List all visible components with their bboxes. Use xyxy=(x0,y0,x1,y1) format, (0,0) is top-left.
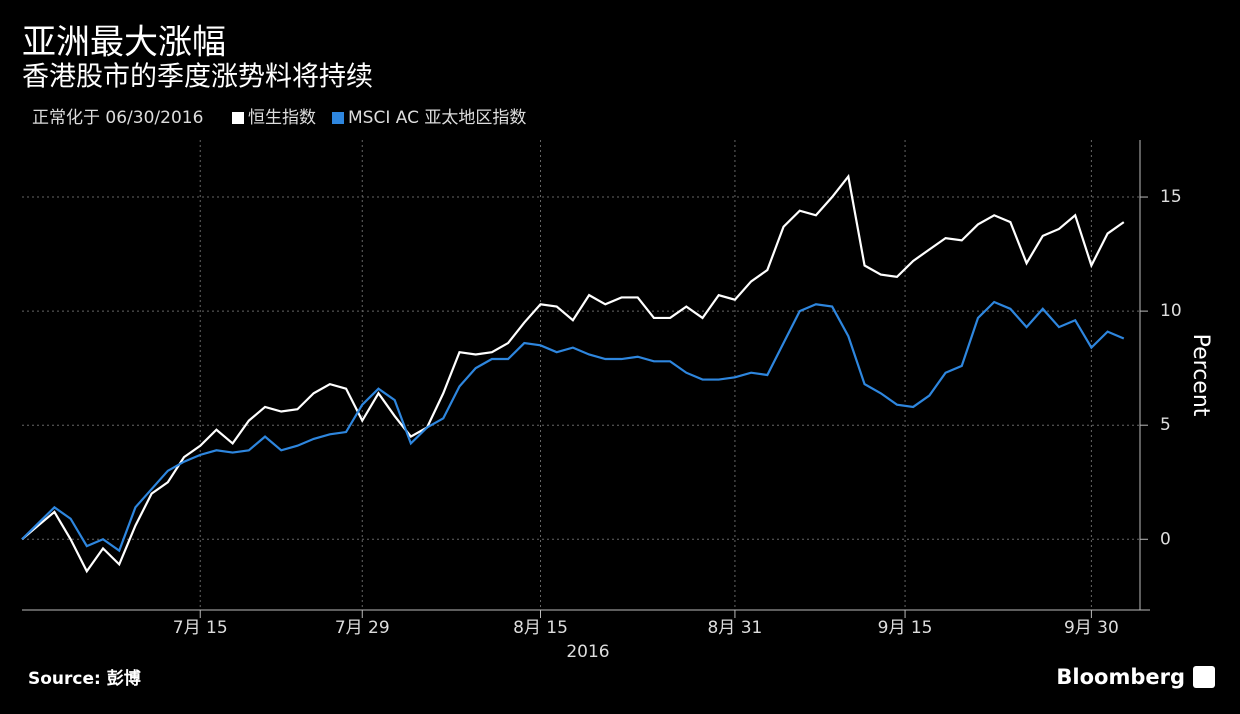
brand: Bloomberg xyxy=(1056,665,1185,689)
brand-icon xyxy=(1193,666,1215,688)
x-tick-label: 9月 30 xyxy=(1064,618,1119,638)
x-tick-label: 9月 15 xyxy=(878,618,933,638)
legend-label: 恒生指数 xyxy=(248,108,316,128)
chart-title: 亚洲最大涨幅 xyxy=(22,23,226,63)
y-tick-label: 5 xyxy=(1160,415,1171,435)
y-tick-label: 15 xyxy=(1160,187,1182,207)
legend-swatch xyxy=(332,112,344,124)
x-tick-label: 8月 15 xyxy=(513,618,568,638)
chart-subtitle: 香港股市的季度涨势料将持续 xyxy=(22,62,373,93)
legend-label: MSCI AC 亚太地区指数 xyxy=(348,108,526,128)
series-line xyxy=(21,173,1125,574)
y-tick-label: 0 xyxy=(1160,529,1171,549)
x-tick-label: 7月 29 xyxy=(335,618,390,638)
legend-swatch xyxy=(232,112,244,124)
y-tick-label: 10 xyxy=(1160,301,1182,321)
series-line xyxy=(21,300,1125,553)
x-tick-label: 7月 15 xyxy=(173,618,228,638)
y-axis-label: Percent xyxy=(1188,334,1213,417)
x-tick-label: 8月 31 xyxy=(707,618,762,638)
source: Source: 彭博 xyxy=(28,668,141,689)
x-axis-label: 2016 xyxy=(566,642,609,662)
note: 正常化于 06/30/2016 xyxy=(32,108,203,128)
